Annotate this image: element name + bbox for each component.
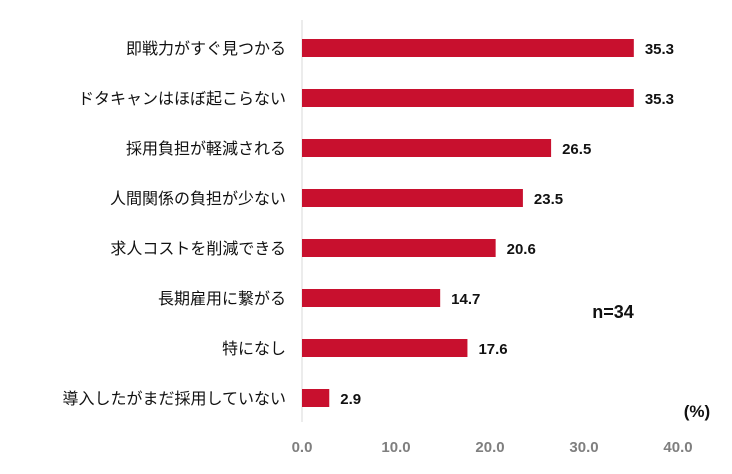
category-labels: 即戦力がすぐ見つかるドタキャンはほぼ起こらない採用負担が軽減される人間関係の負担…: [62, 39, 286, 408]
value-label-6: 14.7: [451, 291, 480, 308]
unit-label: (%): [684, 402, 710, 421]
value-labels: 35.3 35.3 26.5 23.5 20.6 14.7 17.6 2.9: [340, 41, 674, 408]
sample-size-note: n=34: [592, 302, 634, 322]
value-label-7: 17.6: [478, 341, 507, 358]
bar-8: [302, 389, 330, 407]
value-label-1: 35.3: [645, 41, 674, 58]
bar-5: [302, 239, 496, 257]
x-tick-labels: 0.0 10.0 20.0 30.0 40.0: [292, 439, 693, 456]
value-label-8: 2.9: [340, 391, 361, 408]
category-label-3: 採用負担が軽減される: [126, 139, 286, 158]
category-label-4: 人間関係の負担が少ない: [110, 189, 286, 208]
x-tick-label-1: 0.0: [292, 439, 313, 456]
bar-2: [302, 89, 634, 107]
bar-4: [302, 189, 523, 207]
category-label-5: 求人コストを削減できる: [110, 239, 286, 258]
category-label-6: 長期雇用に繋がる: [158, 289, 286, 308]
category-label-1: 即戦力がすぐ見つかる: [126, 39, 286, 58]
x-tick-label-3: 20.0: [475, 439, 504, 456]
bar-7: [302, 339, 468, 357]
bar-6: [302, 289, 441, 307]
x-tick-label-5: 40.0: [663, 439, 692, 456]
category-label-7: 特になし: [222, 339, 286, 358]
value-label-4: 23.5: [534, 191, 563, 208]
category-label-2: ドタキャンはほぼ起こらない: [78, 89, 286, 108]
value-label-2: 35.3: [645, 91, 674, 108]
value-label-5: 20.6: [507, 241, 536, 258]
bar-1: [302, 39, 634, 57]
x-tick-label-4: 30.0: [569, 439, 598, 456]
bars-group: [302, 39, 634, 407]
value-label-3: 26.5: [562, 141, 591, 158]
x-tick-label-2: 10.0: [381, 439, 410, 456]
category-label-8: 導入したがまだ採用していない: [62, 389, 286, 408]
bar-3: [302, 139, 552, 157]
